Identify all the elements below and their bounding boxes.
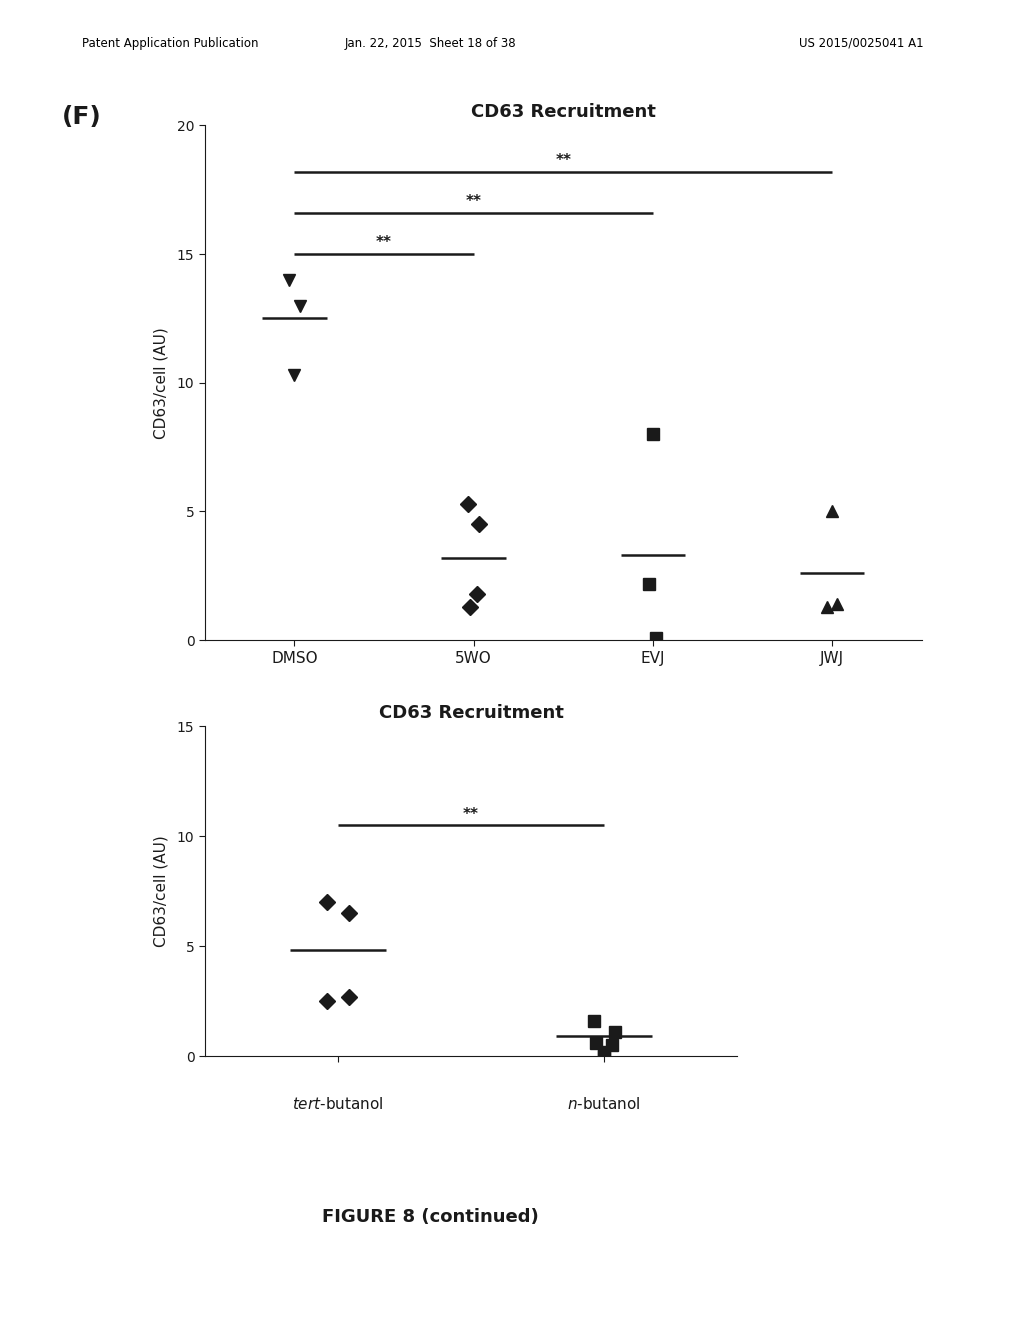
Text: (F): (F) [61,104,101,129]
Text: **: ** [466,194,481,209]
Y-axis label: CD63/cell (AU): CD63/cell (AU) [154,836,168,946]
Title: CD63 Recruitment: CD63 Recruitment [471,103,655,121]
Text: **: ** [376,235,392,251]
Text: **: ** [463,807,479,821]
Title: CD63 Recruitment: CD63 Recruitment [379,704,563,722]
Text: FIGURE 8 (continued): FIGURE 8 (continued) [322,1208,539,1226]
Y-axis label: CD63/cell (AU): CD63/cell (AU) [154,327,168,438]
Text: Patent Application Publication: Patent Application Publication [82,37,258,50]
Text: Jan. 22, 2015  Sheet 18 of 38: Jan. 22, 2015 Sheet 18 of 38 [344,37,516,50]
Text: **: ** [555,153,571,168]
Text: US 2015/0025041 A1: US 2015/0025041 A1 [799,37,924,50]
Text: $\it{n}$-butanol: $\it{n}$-butanol [567,1096,641,1111]
Text: $\it{tert}$-butanol: $\it{tert}$-butanol [292,1096,384,1111]
